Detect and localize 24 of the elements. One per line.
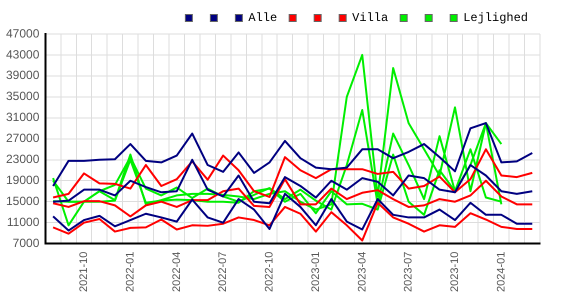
x-tick-label: 2022-10 [264, 252, 276, 292]
legend-label: Villa [352, 11, 388, 26]
y-tick-label: 7000 [12, 236, 40, 250]
y-tick-label: 47000 [6, 26, 40, 40]
y-tick-label: 11000 [6, 214, 40, 229]
x-tick-label: 2021-10 [78, 252, 90, 292]
x-tick-label: 2023-10 [449, 252, 462, 292]
y-tick-label: 31000 [6, 110, 40, 124]
y-tick-label: 39000 [6, 68, 40, 82]
y-tick-label: 35000 [6, 89, 40, 104]
x-tick-label: 2022-04 [170, 252, 183, 292]
legend-label: Alle [248, 11, 278, 26]
x-tick-label: 2023-01 [310, 252, 322, 292]
y-tick-label: 43000 [6, 47, 40, 62]
legend-label: Lejlighed [463, 11, 528, 26]
x-tick-label: 2023-07 [402, 252, 415, 292]
y-tick-label: 15000 [6, 194, 40, 208]
x-tick-label: 2022-07 [217, 252, 230, 292]
x-tick-label: 2023-04 [356, 252, 368, 292]
x-tick-label: 2022-01 [124, 252, 136, 292]
x-tick-label: 2024-01 [495, 252, 508, 292]
y-tick-label: 27000 [6, 131, 40, 146]
y-tick-label: 23000 [6, 152, 40, 166]
y-tick-label: 19000 [6, 173, 40, 188]
